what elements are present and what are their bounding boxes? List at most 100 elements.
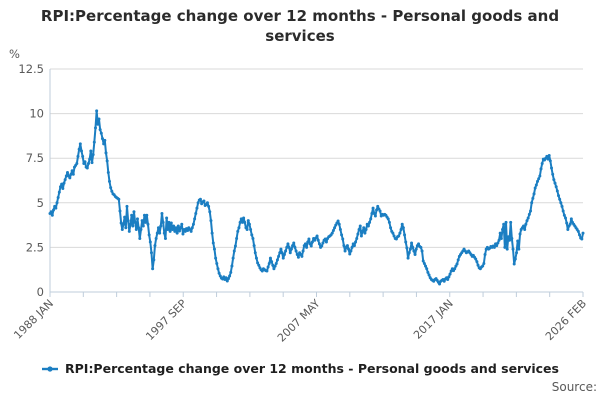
data-point <box>236 229 240 233</box>
data-point <box>253 251 257 255</box>
data-point <box>576 229 580 233</box>
data-point <box>503 245 507 249</box>
data-point <box>275 258 279 262</box>
data-point <box>568 222 572 226</box>
data-point <box>210 231 214 235</box>
data-point <box>278 251 282 255</box>
data-point <box>341 237 345 241</box>
data-point <box>551 172 555 176</box>
data-point <box>103 138 107 142</box>
data-series <box>48 109 585 286</box>
data-point <box>130 213 134 217</box>
data-point <box>545 154 549 158</box>
data-point <box>506 235 510 239</box>
data-point <box>496 241 500 245</box>
y-tick-label: 2.5 <box>26 240 44 254</box>
data-point <box>358 224 362 228</box>
data-point <box>294 249 298 253</box>
data-point <box>85 166 89 170</box>
data-point <box>483 253 487 257</box>
data-point <box>138 236 142 240</box>
data-point <box>268 256 272 260</box>
data-point <box>497 238 501 242</box>
data-point <box>511 247 515 251</box>
data-point <box>163 236 167 240</box>
data-point <box>303 242 307 246</box>
data-point <box>232 249 236 253</box>
data-point <box>293 245 297 249</box>
data-point <box>305 245 309 249</box>
data-point <box>133 220 137 224</box>
data-point <box>317 242 321 246</box>
data-point <box>61 187 65 191</box>
data-point <box>581 231 585 235</box>
data-point <box>198 197 202 201</box>
y-tick-label: 5 <box>37 196 44 210</box>
data-point <box>141 224 145 228</box>
data-point <box>482 261 486 265</box>
data-point <box>194 212 198 215</box>
data-point <box>249 228 253 232</box>
data-point <box>149 251 153 255</box>
data-point <box>49 210 53 214</box>
data-point <box>60 182 64 186</box>
data-point <box>196 201 200 205</box>
data-point <box>330 231 334 235</box>
data-point <box>295 253 299 257</box>
data-point <box>211 241 215 245</box>
data-point <box>159 224 163 228</box>
data-point <box>552 178 556 182</box>
data-point <box>349 249 353 253</box>
data-point <box>336 219 340 223</box>
chart-title: RPI:Percentage change over 12 months - P… <box>40 7 560 45</box>
data-point <box>134 228 138 232</box>
data-point <box>406 256 410 260</box>
data-point <box>376 204 380 208</box>
data-point <box>306 240 310 244</box>
data-point <box>554 185 558 189</box>
data-point <box>75 162 79 166</box>
data-point <box>321 241 325 245</box>
data-point <box>96 122 100 126</box>
data-point <box>251 236 255 240</box>
data-point <box>279 247 283 251</box>
data-point <box>307 237 311 241</box>
data-point <box>534 183 538 187</box>
data-point <box>59 185 62 189</box>
data-point <box>548 159 552 163</box>
data-point <box>352 244 356 248</box>
data-point <box>153 244 157 248</box>
data-point <box>83 160 87 164</box>
data-point <box>399 228 403 232</box>
data-point <box>158 231 162 235</box>
data-point <box>256 261 260 265</box>
data-point <box>202 199 206 203</box>
data-point <box>413 253 417 257</box>
data-point <box>547 154 551 158</box>
data-point <box>229 270 233 274</box>
data-point <box>320 244 324 248</box>
data-point <box>539 167 543 171</box>
data-point <box>366 224 370 228</box>
data-point <box>189 229 193 233</box>
data-point <box>205 201 209 205</box>
data-point <box>119 221 123 225</box>
data-point <box>580 237 584 241</box>
data-point <box>456 258 460 262</box>
data-point <box>337 222 341 226</box>
data-point <box>509 220 513 224</box>
data-point <box>237 226 241 230</box>
data-point <box>54 206 58 210</box>
data-point <box>553 181 557 185</box>
data-point <box>216 267 220 271</box>
data-point <box>195 206 199 210</box>
data-point <box>569 217 573 221</box>
data-point <box>282 253 286 257</box>
data-point <box>518 232 522 236</box>
data-point <box>128 222 132 226</box>
data-point <box>222 275 226 279</box>
data-point <box>151 267 155 271</box>
data-point <box>378 209 382 213</box>
data-point <box>92 140 96 144</box>
data-point <box>508 238 512 242</box>
